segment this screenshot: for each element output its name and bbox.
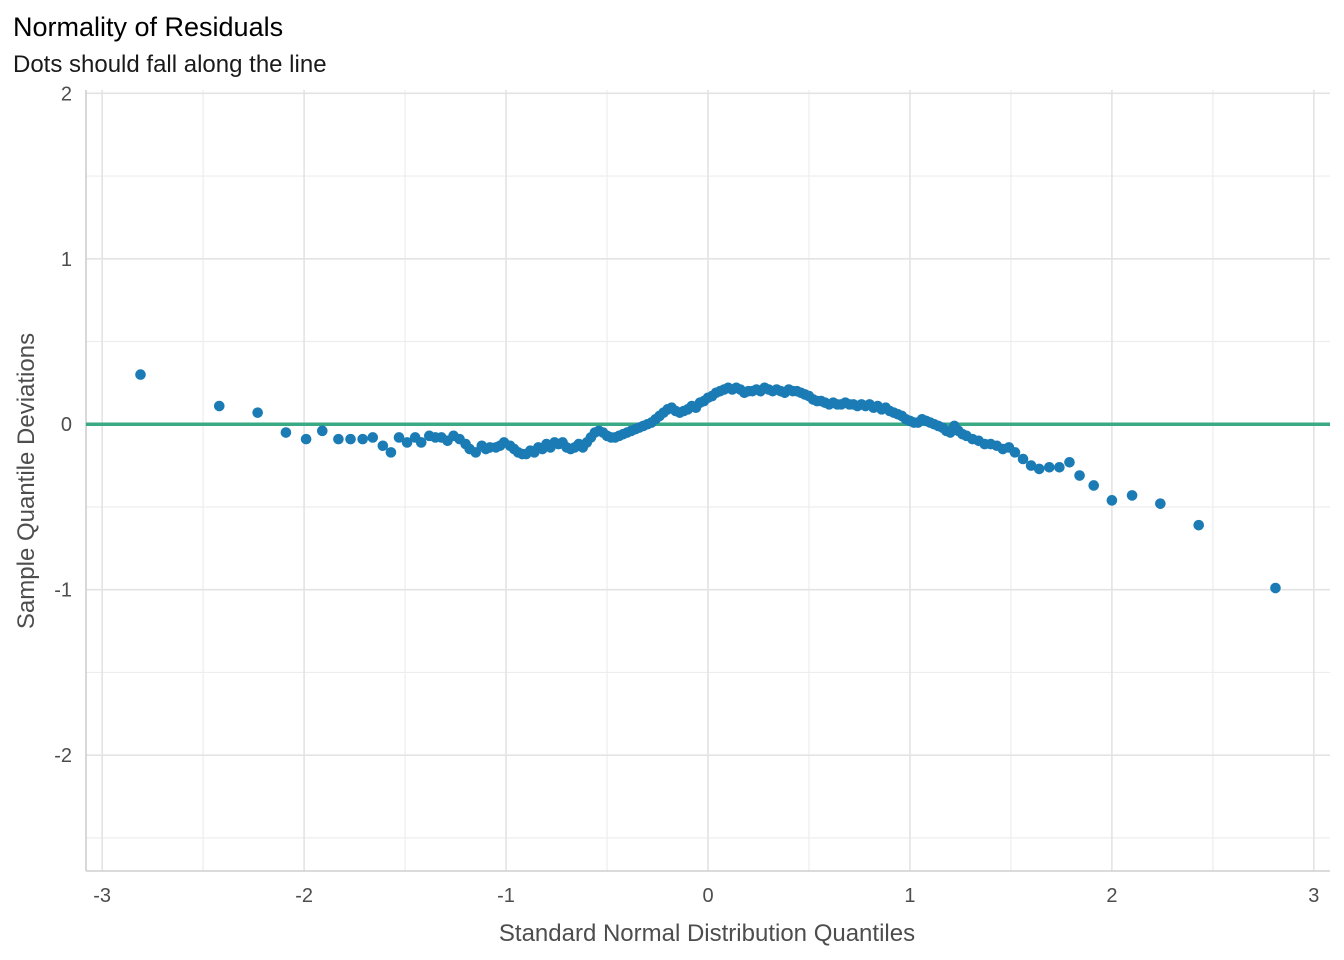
data-point [1064, 456, 1075, 468]
data-point [1043, 461, 1055, 473]
data-point [367, 432, 379, 443]
data-points [135, 369, 1281, 594]
chart-title: Normality of Residuals [13, 12, 283, 42]
axis-lines [85, 90, 1330, 872]
data-point [1270, 582, 1281, 594]
data-point [1017, 453, 1029, 465]
data-point [1106, 495, 1118, 506]
data-point [135, 369, 146, 380]
x-tick-label: 3 [1308, 885, 1319, 907]
data-point [1155, 498, 1166, 509]
y-tick-label: 0 [61, 414, 72, 436]
x-tick-labels: -3 -2 -1 0 1 2 3 [93, 885, 1319, 907]
y-axis-title: Sample Quantile Deviations [13, 333, 40, 629]
data-point [333, 433, 344, 445]
y-tick-label: 1 [61, 249, 72, 271]
y-tick-labels: -2 -1 0 1 2 [54, 83, 72, 767]
data-point [1054, 461, 1065, 473]
data-point [401, 437, 413, 448]
x-tick-label: -2 [295, 885, 313, 907]
x-tick-label: -1 [497, 885, 515, 907]
data-point [1033, 463, 1045, 475]
major-gridlines [86, 90, 1330, 871]
data-point [252, 407, 263, 418]
x-axis-title: Standard Normal Distribution Quantiles [499, 920, 915, 947]
chart-subtitle: Dots should fall along the line [13, 51, 327, 78]
data-point [357, 433, 368, 445]
data-point [280, 427, 292, 438]
data-point [1088, 480, 1100, 491]
data-point [213, 400, 225, 412]
data-point [1025, 460, 1037, 471]
data-point [1126, 490, 1138, 501]
data-point [377, 440, 389, 452]
y-tick-label: -2 [54, 745, 72, 767]
x-tick-label: 2 [1106, 885, 1117, 907]
data-point [1009, 447, 1021, 458]
x-tick-label: -3 [93, 885, 111, 907]
data-point [385, 447, 397, 458]
y-tick-label: -1 [54, 580, 72, 602]
data-point [345, 433, 356, 445]
x-tick-label: 0 [702, 885, 713, 907]
x-tick-label: 1 [904, 885, 915, 907]
data-point [1193, 519, 1205, 531]
data-point [316, 425, 328, 437]
data-point [415, 437, 427, 448]
data-point [300, 433, 312, 445]
y-tick-label: 2 [61, 83, 72, 105]
data-point [1074, 470, 1085, 481]
data-point [393, 432, 405, 443]
